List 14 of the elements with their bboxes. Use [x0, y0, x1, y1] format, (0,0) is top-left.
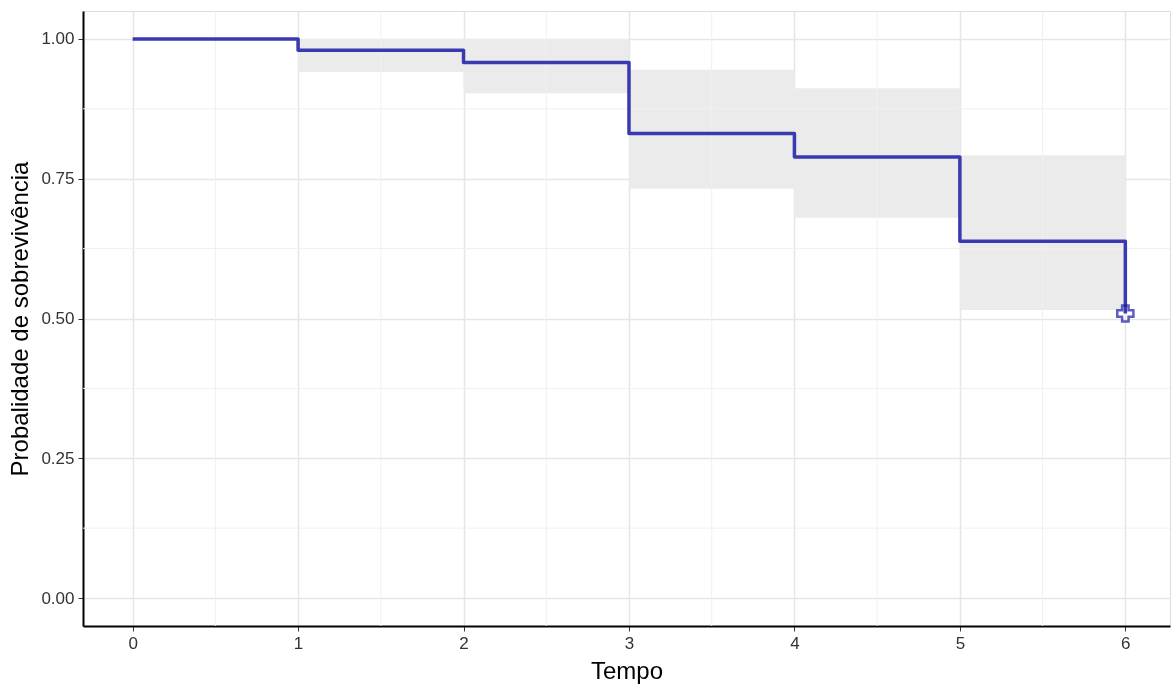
x-axis-title: Tempo: [590, 656, 664, 684]
y-tick-label: 0.25: [41, 448, 75, 468]
y-tick-label: 1.00: [41, 29, 75, 49]
x-tick-label: 3: [624, 633, 635, 653]
x-tick-label: 5: [955, 633, 966, 653]
y-tick-label: 0.00: [41, 588, 75, 608]
y-axis-title: Probalidade de sobrevivência: [6, 160, 34, 477]
y-tick-label: 0.50: [41, 309, 75, 328]
x-tick-label: 6: [1121, 633, 1131, 653]
x-tick-label: 0: [128, 633, 138, 653]
x-tick-label: 2: [459, 633, 469, 653]
y-tick-label: 0.75: [41, 169, 75, 189]
x-tick-label: 1: [293, 633, 304, 653]
x-tick-label: 4: [790, 633, 800, 653]
